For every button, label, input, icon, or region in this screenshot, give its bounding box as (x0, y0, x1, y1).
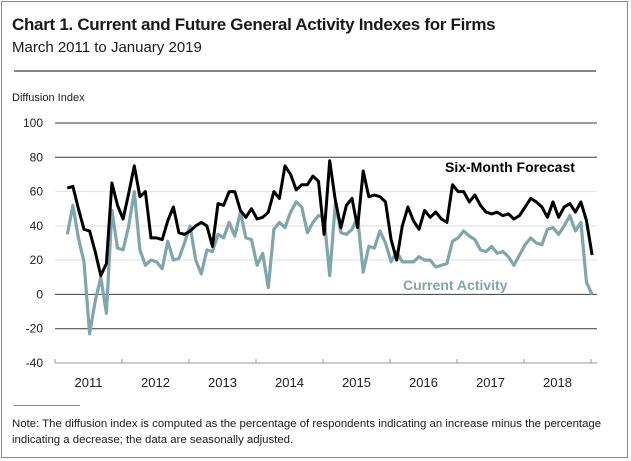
y-tick-label: 100 (23, 116, 43, 130)
x-tick-label: 2013 (208, 375, 237, 390)
series-label-six-month-forecast: Six-Month Forecast (445, 159, 575, 175)
y-tick-label: 60 (30, 185, 44, 199)
y-tick-label: -40 (26, 356, 44, 370)
y-axis-ticks: 100 80 60 40 20 0 -20 -40 (23, 116, 43, 370)
x-axis: 2011 2012 2013 2014 2015 2016 2017 2018 (54, 359, 597, 390)
series-label-current-activity: Current Activity (403, 277, 508, 293)
chart-note: Note: The diffusion index is computed as… (12, 418, 602, 446)
x-tick-label: 2018 (543, 375, 572, 390)
y-axis-label: Diffusion Index (12, 92, 85, 104)
x-tick-label: 2012 (141, 375, 170, 390)
series-lines (65, 159, 594, 336)
x-tick-label: 2014 (275, 375, 304, 390)
y-tick-label: 20 (30, 253, 44, 267)
x-tick-label: 2015 (342, 375, 371, 390)
x-tick-label: 2016 (409, 375, 438, 390)
y-tick-label: 0 (36, 287, 43, 301)
chart-title: Chart 1. Current and Future General Acti… (12, 15, 496, 34)
x-tick-label: 2017 (476, 375, 505, 390)
chart-subtitle: March 2011 to January 2019 (12, 39, 202, 56)
series-line-six-month-forecast (66, 159, 594, 278)
series-line-current-activity (65, 190, 594, 336)
y-tick-label: 40 (30, 219, 44, 233)
title-divider (14, 70, 596, 72)
y-tick-label: 80 (30, 150, 44, 164)
y-tick-label: -20 (26, 322, 44, 336)
x-tick-label: 2011 (75, 375, 103, 390)
note-divider (14, 405, 80, 406)
